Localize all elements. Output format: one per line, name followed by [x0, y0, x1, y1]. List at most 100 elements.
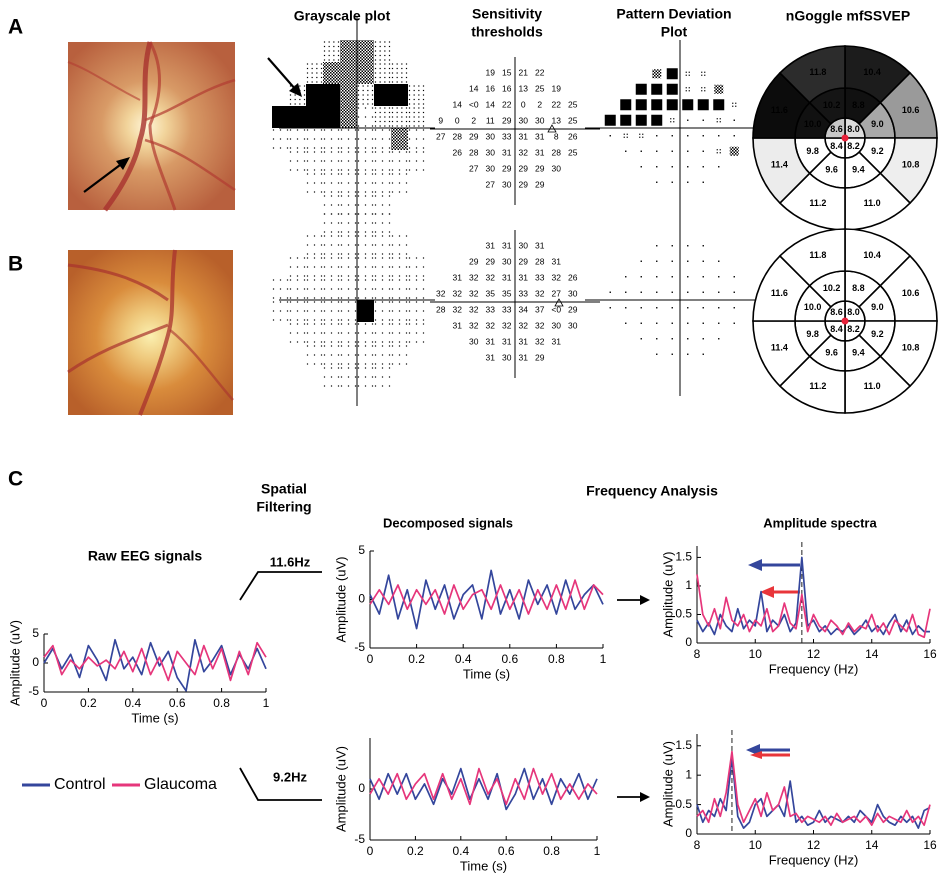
grayscale-dot: [297, 323, 298, 324]
grayscale-dot: [297, 319, 298, 320]
grayscale-dot: [372, 253, 373, 254]
deviation-symbol: [641, 323, 642, 324]
grayscale-dot: [399, 363, 400, 364]
deviation-symbol: [687, 151, 688, 152]
grayscale-dot: [375, 253, 376, 254]
grayscale-dot: [355, 151, 356, 152]
grayscale-dot: [358, 354, 359, 355]
x-tick-label: 0: [41, 696, 48, 710]
grayscale-dot: [380, 77, 381, 78]
grayscale-dot: [338, 46, 339, 47]
deviation-symbol: [686, 72, 687, 73]
deviation-symbol: [703, 135, 704, 136]
grayscale-dot: [338, 231, 339, 232]
grayscale-dot: [389, 367, 390, 368]
grayscale-dot: [372, 85, 373, 86]
grayscale-dot: [341, 253, 342, 254]
deviation-symbol: [703, 151, 704, 152]
grayscale-dot: [389, 125, 390, 126]
threshold-value: 30: [519, 115, 529, 125]
grayscale-dot: [338, 385, 339, 386]
grayscale-dot: [423, 301, 424, 302]
grayscale-dot: [324, 288, 325, 289]
grayscale-dot: [307, 257, 308, 258]
grayscale-dot: [365, 231, 366, 232]
grayscale-dot: [287, 129, 288, 130]
grayscale-dot: [375, 68, 376, 69]
grayscale-dot: [321, 310, 322, 311]
grayscale-dot: [341, 191, 342, 192]
threshold-value: 31: [519, 272, 529, 282]
grayscale-dot: [372, 367, 373, 368]
threshold-value: 22: [535, 67, 545, 77]
section-title: Spatial: [261, 481, 307, 497]
grayscale-dot: [389, 138, 390, 139]
deviation-symbol: [641, 276, 642, 277]
grayscale-dot: [321, 279, 322, 280]
grayscale-cell: [340, 62, 357, 84]
grayscale-dot: [358, 222, 359, 223]
deviation-symbol: [641, 261, 642, 262]
grayscale-dot: [409, 90, 410, 91]
grayscale-dot: [324, 376, 325, 377]
grayscale-dot: [380, 46, 381, 47]
grayscale-dot: [290, 341, 291, 342]
threshold-value: 16: [502, 83, 512, 93]
grayscale-dot: [384, 112, 385, 113]
threshold-value: 28: [535, 256, 545, 266]
grayscale-dot: [355, 319, 356, 320]
threshold-value: 30: [568, 288, 578, 298]
x-axis-label: Time (s): [463, 666, 510, 681]
deviation-symbol: [624, 134, 625, 135]
grayscale-dot: [324, 41, 325, 42]
grayscale-dot: [358, 116, 359, 117]
grayscale-dot: [331, 195, 332, 196]
x-axis-label: Frequency (Hz): [769, 661, 859, 676]
deviation-symbol: [610, 292, 611, 293]
grayscale-dot: [416, 279, 417, 280]
threshold-value: 29: [502, 163, 512, 173]
grayscale-dot: [382, 173, 383, 174]
grayscale-dot: [406, 182, 407, 183]
legend-label: Glaucoma: [144, 776, 217, 793]
threshold-value: 32: [453, 288, 463, 298]
threshold-value: 32: [469, 320, 479, 330]
grayscale-dot: [389, 160, 390, 161]
threshold-value: 2: [537, 99, 542, 109]
grayscale-dot: [372, 363, 373, 364]
panel-label: A: [8, 16, 23, 39]
grayscale-dot: [297, 138, 298, 139]
x-tick-label: 0.8: [543, 844, 560, 858]
grayscale-dot: [382, 301, 383, 302]
grayscale-dot: [348, 195, 349, 196]
grayscale-dot: [314, 160, 315, 161]
grayscale-dot: [365, 354, 366, 355]
sector-label: 9.6: [825, 348, 838, 358]
threshold-value: 11: [486, 115, 495, 125]
threshold-value: 31: [552, 256, 562, 266]
grayscale-dot: [338, 59, 339, 60]
grayscale-dot: [358, 94, 359, 95]
deviation-symbol: [701, 75, 702, 76]
grayscale-dot: [375, 345, 376, 346]
grayscale-dot: [389, 323, 390, 324]
grayscale-dot: [324, 235, 325, 236]
deviation-symbol: [718, 261, 719, 262]
grayscale-dot: [321, 173, 322, 174]
grayscale-dot: [375, 279, 376, 280]
grayscale-dot: [290, 257, 291, 258]
grayscale-dot: [297, 151, 298, 152]
grayscale-dot: [365, 341, 366, 342]
grayscale-dot: [287, 138, 288, 139]
grayscale-dot: [331, 129, 332, 130]
deviation-symbol: [703, 245, 704, 246]
grayscale-dot: [321, 288, 322, 289]
deviation-symbol: [656, 261, 657, 262]
grayscale-dot: [392, 323, 393, 324]
grayscale-dot: [331, 345, 332, 346]
grayscale-dot: [380, 63, 381, 64]
grayscale-dot: [321, 297, 322, 298]
grayscale-dot: [341, 279, 342, 280]
grayscale-dot: [372, 195, 373, 196]
grayscale-dot: [409, 323, 410, 324]
